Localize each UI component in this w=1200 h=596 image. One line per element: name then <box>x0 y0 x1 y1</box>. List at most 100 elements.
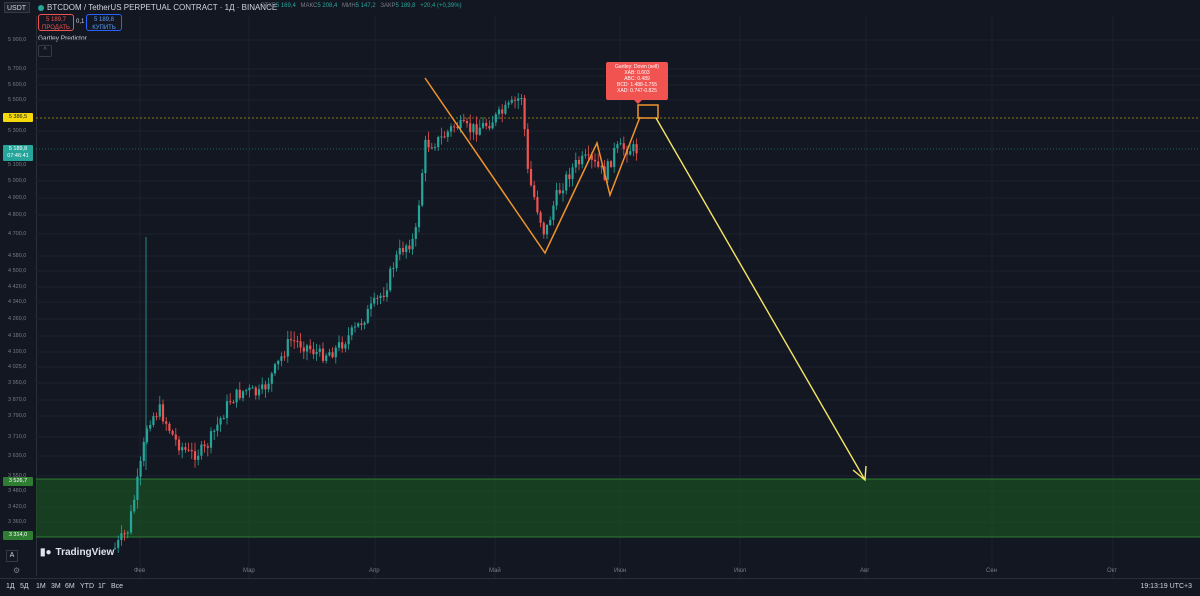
candle-body <box>168 423 171 431</box>
candle-body <box>430 147 433 149</box>
candle-body <box>613 148 616 167</box>
price-tick: 3 480,0 <box>8 488 27 494</box>
candle-body <box>475 124 478 135</box>
candle-body <box>209 431 213 448</box>
candle-body <box>334 347 337 358</box>
candle-body <box>123 533 126 535</box>
price-tick: 4 800,0 <box>8 212 27 218</box>
candle-body <box>401 248 405 253</box>
candle-body <box>235 389 238 403</box>
candle-body <box>517 98 520 101</box>
timeframe-ytd[interactable]: YTD <box>80 583 94 590</box>
bottom-toolbar: 1Д 5Д 1М 3М 6М YTD 1Г Все 19:13:19 UTC+3 <box>0 578 1200 596</box>
candle-body <box>200 444 203 456</box>
candle-body <box>565 174 568 191</box>
candle-body <box>366 309 369 323</box>
price-tick: 3 630,0 <box>8 453 27 459</box>
buy-button[interactable]: 5 189,8 КУПИТЬ <box>86 14 122 31</box>
candle-body <box>331 352 334 358</box>
candle-body <box>152 416 155 425</box>
candle-body <box>536 197 539 213</box>
candle-body <box>405 245 408 253</box>
candle-body <box>443 136 446 138</box>
candle-body <box>385 290 389 298</box>
collapse-indicators-button[interactable]: ^ <box>38 45 52 57</box>
candle-body <box>488 126 491 129</box>
timeframe-6m[interactable]: 6М <box>65 583 75 590</box>
candle-body <box>257 389 261 396</box>
candle-body <box>293 340 296 342</box>
sell-button[interactable]: 5 189,7 ПРОДАТЬ <box>38 14 74 31</box>
candle-body <box>136 476 139 500</box>
candle-body <box>616 144 619 149</box>
candle-body <box>283 356 286 358</box>
price-tick: 4 100,0 <box>8 349 27 355</box>
candle-body <box>379 295 382 298</box>
candle-body <box>414 227 417 239</box>
candle-body <box>497 109 501 115</box>
auto-scale-button[interactable]: A <box>6 550 18 562</box>
candle-body <box>315 351 318 355</box>
candle-body <box>373 297 376 304</box>
ohlc-readout: ОТКР5 169,4 МАКС5 208,4 МИН5 147,2 ЗАКР5… <box>260 3 465 9</box>
price-tick: 3 360,0 <box>8 519 27 525</box>
candle-body <box>398 248 401 255</box>
ohlc-high-label: МАКС <box>300 3 318 9</box>
candle-body <box>494 114 497 123</box>
last-price-label: 5 189,8 <box>3 145 33 154</box>
indicator-name[interactable]: Gartley Predictor <box>38 35 87 42</box>
clock[interactable]: 19:13:19 UTC+3 <box>1140 583 1192 590</box>
candle-body <box>376 297 379 299</box>
timeframe-1y[interactable]: 1Г <box>98 583 106 590</box>
candle-body <box>318 348 321 352</box>
price-tick: 3 950,0 <box>8 380 27 386</box>
tradingview-logo: ▮● TradingView <box>40 546 118 558</box>
settings-icon[interactable]: ⚙ <box>13 566 21 575</box>
timeframe-1m[interactable]: 1М <box>36 583 46 590</box>
gartley-tooltip: Gartley: Down (sell) XAB: 0.603 ABC: 0.4… <box>606 62 668 104</box>
candle-body <box>619 143 622 145</box>
countdown-label: 07:46:41 <box>3 152 33 161</box>
candle-body <box>126 532 129 534</box>
candle-body <box>593 159 597 162</box>
price-tick: 4 500,0 <box>8 268 27 274</box>
candle-body <box>225 401 229 418</box>
time-label: Окт <box>1107 568 1118 574</box>
candle-body <box>161 404 165 422</box>
candle-body <box>472 124 475 133</box>
candle-body <box>245 390 248 392</box>
candle-body <box>571 167 574 180</box>
timeframe-5d[interactable]: 5Д <box>20 583 29 590</box>
tradingview-logo-icon: ▮● <box>40 547 52 558</box>
ohlc-change: +20,4 (+0,39%) <box>420 3 462 9</box>
candle-body <box>440 136 443 138</box>
timeframe-3m[interactable]: 3М <box>51 583 61 590</box>
price-tick: 4 025,0 <box>8 364 27 370</box>
candle-body <box>165 421 168 424</box>
candle-body <box>267 383 270 390</box>
candle-body <box>158 404 161 417</box>
chart-canvas[interactable] <box>36 16 1200 578</box>
price-tick: 4 420,0 <box>8 284 27 290</box>
candle-body <box>238 389 241 399</box>
candle-body <box>337 342 341 348</box>
candle-body <box>181 447 184 451</box>
candle-body <box>241 391 245 399</box>
candle-body <box>629 151 632 155</box>
candle-body <box>155 416 158 418</box>
candle-body <box>417 205 421 228</box>
time-label: Мар <box>243 568 255 574</box>
timeframe-all[interactable]: Все <box>111 583 124 590</box>
buy-price: 5 189,8 <box>93 17 115 23</box>
symbol-title[interactable]: BTCDOM / TetherUS PERPETUAL CONTRACT · 1… <box>38 3 277 12</box>
candle-body <box>353 326 357 328</box>
candle-body <box>273 364 277 374</box>
time-label: Фев <box>134 568 146 574</box>
timeframe-1d[interactable]: 1Д <box>6 583 15 590</box>
price-scale[interactable]: 5 900,0 5 700,0 5 600,0 5 500,0 5 300,0 5 100… <box>0 16 37 576</box>
candle-body <box>206 446 209 448</box>
symbol-select[interactable]: USDT <box>4 2 30 13</box>
projection-arrow-head <box>852 465 867 482</box>
candle-body <box>597 161 600 167</box>
time-label: Июл <box>734 568 747 574</box>
